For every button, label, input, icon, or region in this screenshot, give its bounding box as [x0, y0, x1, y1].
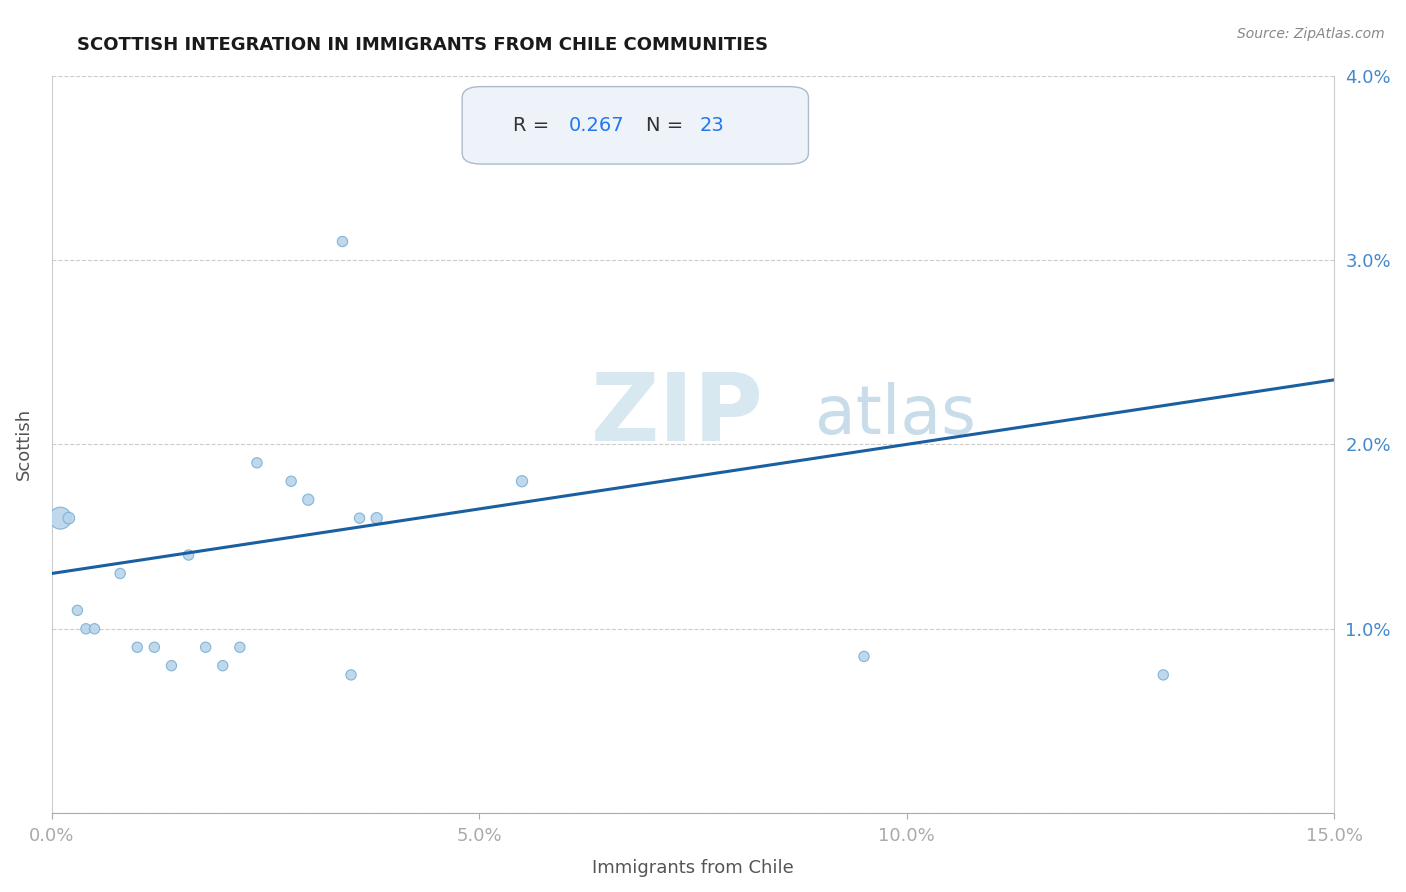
Point [127, 640, 149, 655]
Point [83, 622, 105, 636]
Point [280, 475, 302, 489]
Point [229, 640, 252, 655]
Text: N =: N = [645, 116, 689, 135]
Point [332, 235, 354, 249]
Text: atlas: atlas [815, 382, 976, 448]
Text: 23: 23 [699, 116, 724, 135]
Text: R =: R = [513, 116, 555, 135]
Point [66, 603, 89, 617]
X-axis label: Immigrants from Chile: Immigrants from Chile [592, 859, 794, 877]
Text: 0.267: 0.267 [568, 116, 624, 135]
Text: ZIP: ZIP [591, 369, 763, 461]
Point [349, 511, 371, 525]
Point [1152, 668, 1174, 682]
Point [160, 658, 183, 673]
Text: SCOTTISH INTEGRATION IN IMMIGRANTS FROM CHILE COMMUNITIES: SCOTTISH INTEGRATION IN IMMIGRANTS FROM … [77, 36, 769, 54]
Y-axis label: Scottish: Scottish [15, 409, 32, 481]
Point [58, 511, 80, 525]
Point [366, 511, 388, 525]
Point [75, 622, 97, 636]
Point [143, 640, 166, 655]
Point [297, 492, 319, 507]
Point [177, 548, 200, 562]
Point [49, 511, 72, 525]
Point [108, 566, 131, 581]
FancyBboxPatch shape [463, 87, 808, 164]
Text: Source: ZipAtlas.com: Source: ZipAtlas.com [1237, 27, 1385, 41]
Point [340, 668, 363, 682]
Point [510, 475, 533, 489]
Point [211, 658, 233, 673]
Point [246, 456, 269, 470]
Point [194, 640, 217, 655]
Point [853, 649, 876, 664]
